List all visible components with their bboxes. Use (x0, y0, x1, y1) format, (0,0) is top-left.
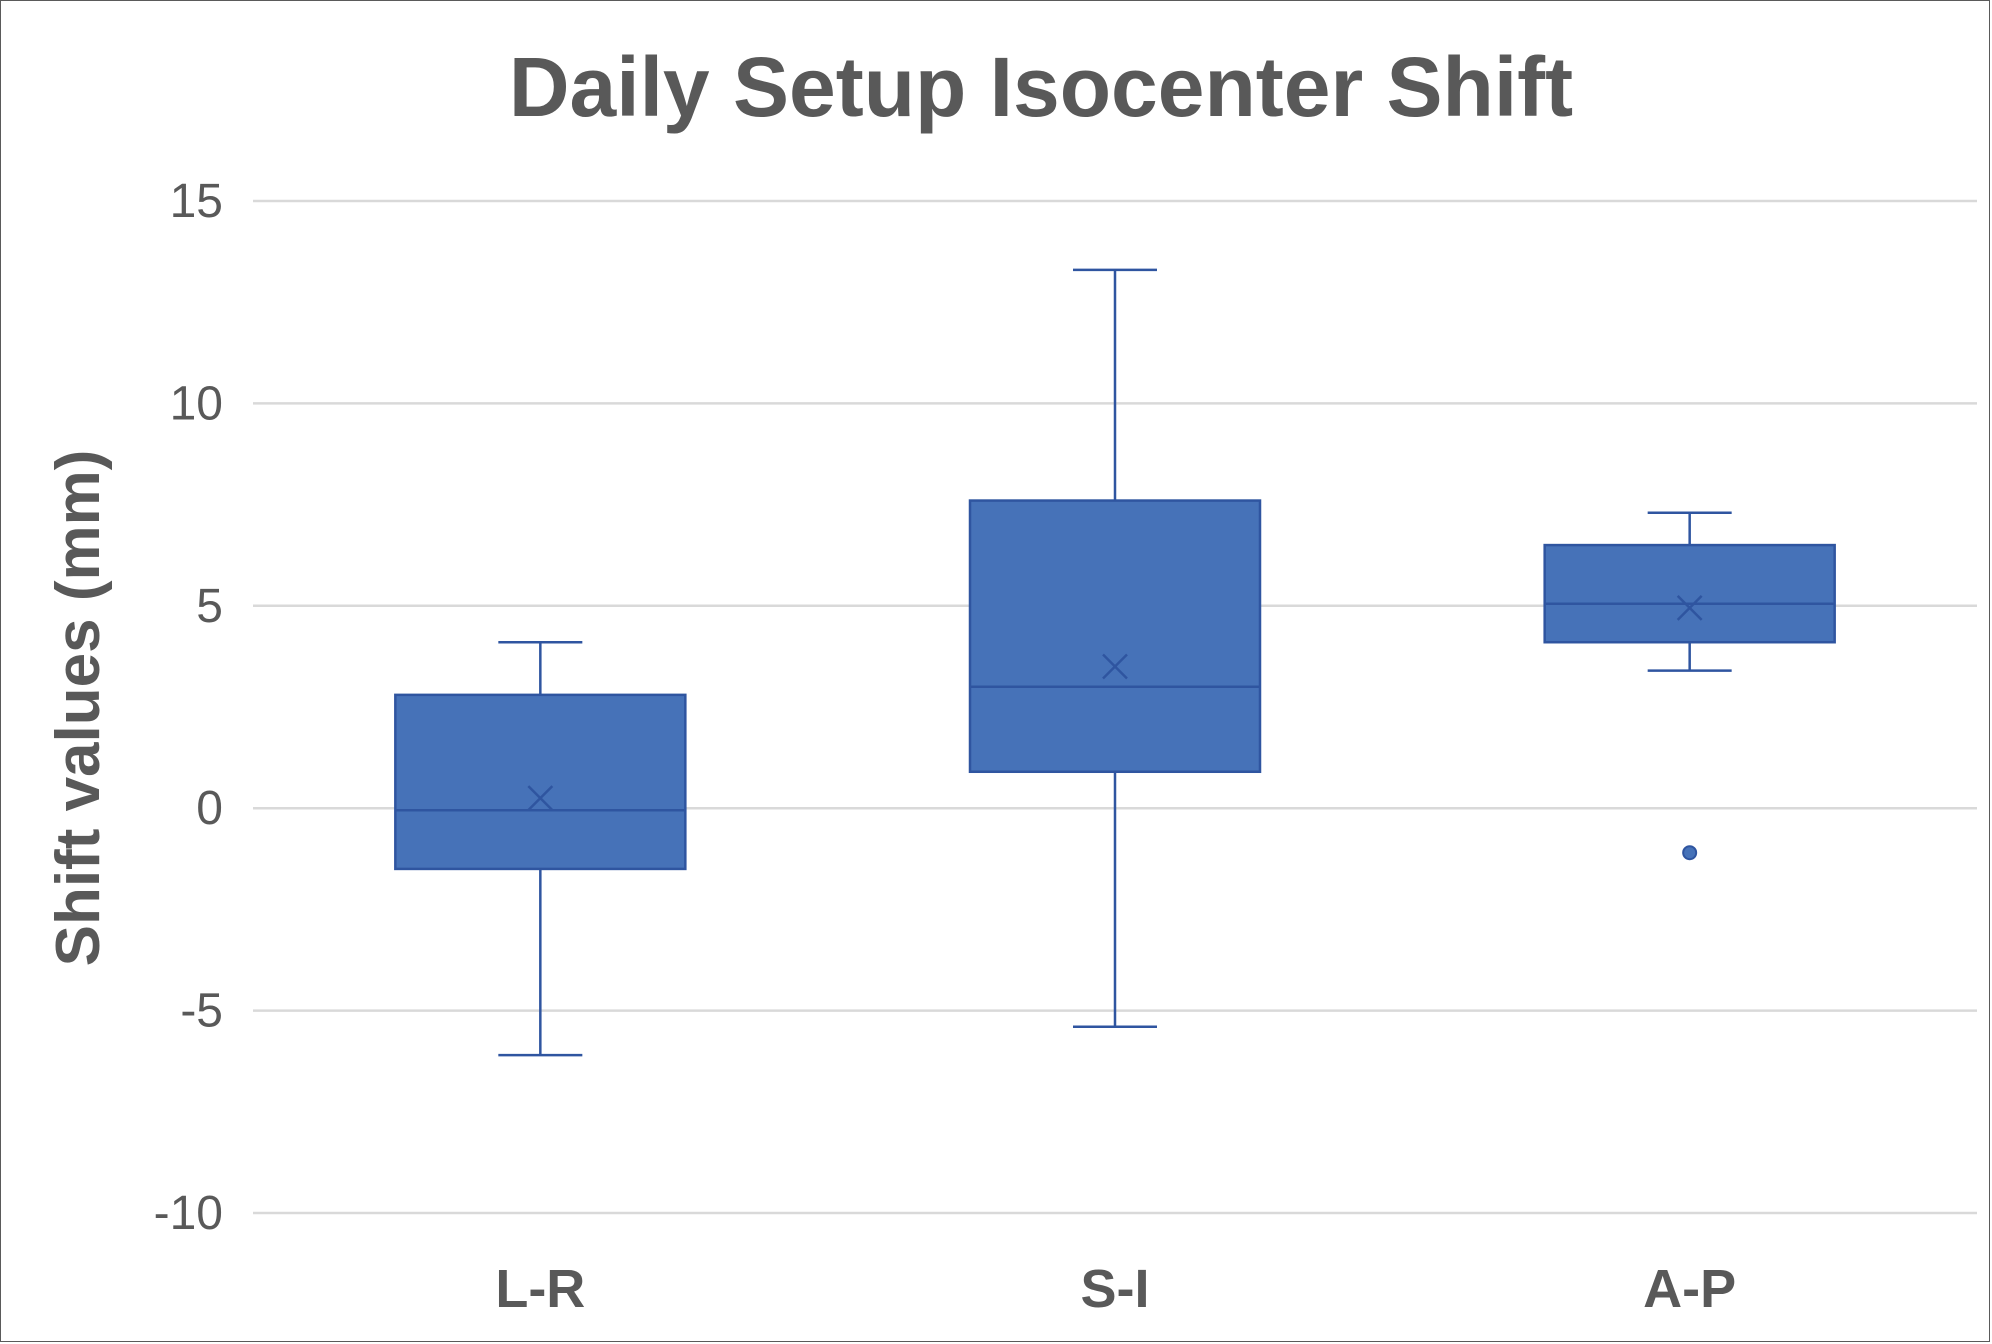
y-axis-label: Shift values (mm) (44, 450, 113, 967)
y-tick-label: 0 (196, 782, 223, 835)
iqr-box (1543, 543, 1836, 644)
y-tick-label: -10 (154, 1187, 223, 1240)
y-tick-label: 15 (170, 175, 223, 228)
x-category-labels: L-R S-I A-P (495, 1259, 1736, 1319)
x-category-label: L-R (495, 1259, 585, 1319)
mean-marker (527, 785, 554, 811)
chart-title: Daily Setup Isocenter Shift (509, 40, 1573, 134)
mean-marker (1102, 653, 1128, 680)
x-category-label: A-P (1643, 1259, 1736, 1319)
box-group-a-p (1543, 511, 1836, 861)
x-category-label: S-I (1080, 1259, 1149, 1319)
outlier-point (1682, 845, 1698, 861)
mean-marker (1676, 594, 1703, 621)
y-tick-label: 5 (196, 580, 223, 633)
y-tick-label: -5 (180, 985, 223, 1038)
iqr-box (968, 499, 1262, 774)
y-tick-labels: 15 10 5 0 -5 -10 (154, 175, 223, 1240)
box-series (394, 268, 1836, 1057)
box-group-l-r (394, 640, 687, 1057)
iqr-box (394, 693, 687, 871)
y-tick-label: 10 (170, 377, 223, 430)
box-group-s-i (968, 268, 1262, 1029)
